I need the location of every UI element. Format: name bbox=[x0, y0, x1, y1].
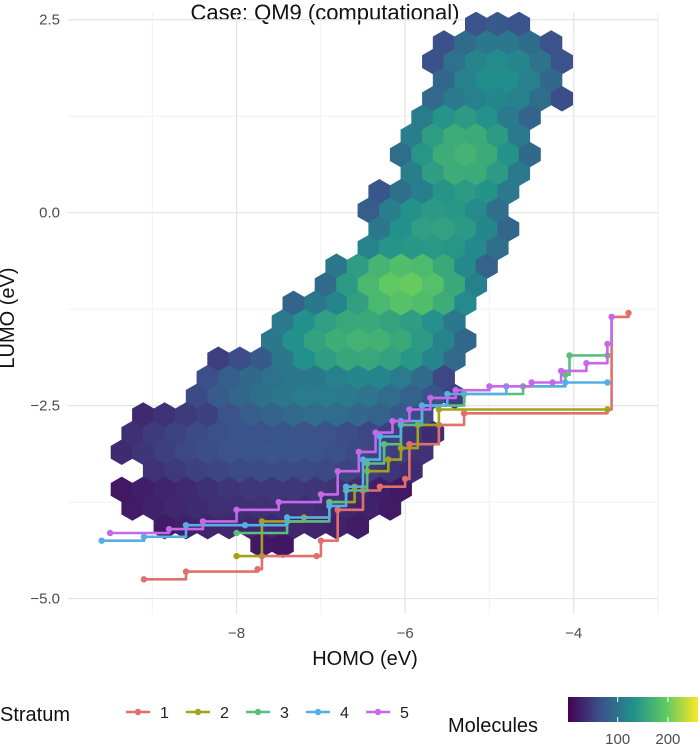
series-point-4 bbox=[562, 379, 569, 386]
series-point-5 bbox=[608, 313, 615, 321]
hex-bin bbox=[346, 513, 370, 540]
series-point-4 bbox=[342, 483, 350, 490]
series-point-4 bbox=[98, 537, 105, 544]
series-point-5 bbox=[583, 360, 590, 367]
colorbar bbox=[568, 697, 698, 722]
series-point-1 bbox=[406, 441, 413, 448]
y-axis-ticks: 2.5 0.0 −2.5 −5.0 bbox=[30, 12, 60, 608]
hexbin-layer bbox=[110, 12, 574, 558]
series-point-5 bbox=[486, 383, 493, 390]
y-axis-title: LUMO (eV) bbox=[0, 267, 19, 368]
series-point-5 bbox=[233, 506, 240, 513]
series-point-5 bbox=[427, 394, 434, 402]
series-point-1 bbox=[401, 475, 409, 483]
legend-label-2: 2 bbox=[220, 705, 229, 722]
series-point-4 bbox=[182, 522, 190, 529]
series-point-5 bbox=[165, 525, 173, 533]
hex-bin bbox=[550, 86, 574, 112]
series-point-1 bbox=[182, 568, 190, 575]
colorbar-ticks: 100 200 bbox=[605, 697, 680, 748]
legend-label-5: 5 bbox=[400, 705, 409, 722]
series-point-5 bbox=[604, 340, 611, 348]
series-point-5 bbox=[406, 406, 413, 413]
series-point-4 bbox=[241, 522, 249, 529]
series-point-3 bbox=[380, 441, 388, 448]
series-point-2 bbox=[435, 406, 443, 413]
series-point-5 bbox=[549, 379, 556, 386]
series-point-5 bbox=[528, 379, 535, 386]
series-point-1 bbox=[376, 483, 384, 490]
legend-key-dot-3 bbox=[254, 708, 262, 716]
series-point-4 bbox=[140, 533, 148, 540]
legend-key-dot-2 bbox=[194, 708, 202, 716]
series-point-5 bbox=[355, 448, 362, 456]
legend-label-1: 1 bbox=[160, 705, 169, 722]
y-tick-label: 2.5 bbox=[39, 12, 60, 29]
legend-label-4: 4 bbox=[340, 705, 349, 722]
x-tick-label: −6 bbox=[397, 625, 414, 642]
series-point-5 bbox=[199, 518, 207, 525]
x-axis-ticks: −8 −6 −4 bbox=[228, 625, 582, 642]
series-point-2 bbox=[385, 456, 392, 463]
series-point-5 bbox=[372, 429, 379, 436]
series-point-1 bbox=[140, 576, 148, 583]
series-point-4 bbox=[326, 502, 333, 510]
colorbar-tick-label: 200 bbox=[655, 731, 680, 748]
series-point-5 bbox=[106, 529, 114, 537]
legend-label-3: 3 bbox=[280, 705, 289, 722]
series-point-4 bbox=[604, 379, 611, 386]
x-axis-title: HOMO (eV) bbox=[312, 648, 418, 670]
series-point-3 bbox=[562, 371, 569, 378]
x-tick-label: −8 bbox=[228, 625, 245, 642]
series-point-5 bbox=[452, 387, 459, 394]
legend-key-dot-4 bbox=[314, 708, 322, 716]
hex-bin bbox=[379, 495, 402, 521]
series-point-3 bbox=[364, 460, 371, 467]
series-point-3 bbox=[566, 352, 573, 359]
y-tick-label: −5.0 bbox=[30, 591, 60, 608]
y-tick-label: −2.5 bbox=[30, 398, 60, 415]
colorbar-title: Molecules bbox=[448, 715, 538, 737]
series-point-4 bbox=[444, 390, 451, 398]
series-point-1 bbox=[313, 552, 320, 560]
series-point-2 bbox=[397, 444, 405, 452]
series-point-2 bbox=[258, 518, 266, 525]
legend-key-dot-1 bbox=[134, 708, 142, 716]
series-point-4 bbox=[418, 402, 426, 409]
series-point-1 bbox=[254, 566, 261, 573]
series-point-1 bbox=[334, 506, 341, 513]
series-layer bbox=[98, 309, 632, 583]
series-point-5 bbox=[389, 417, 396, 425]
series-point-4 bbox=[376, 433, 384, 440]
series-point-1 bbox=[625, 309, 632, 317]
y-tick-label: 0.0 bbox=[39, 205, 60, 222]
series-point-5 bbox=[557, 367, 565, 375]
series-point-2 bbox=[233, 552, 240, 560]
series-point-1 bbox=[460, 410, 468, 417]
legend-key-dot-5 bbox=[374, 708, 382, 716]
series-point-1 bbox=[317, 537, 325, 544]
series-point-4 bbox=[283, 514, 291, 521]
x-tick-label: −4 bbox=[565, 625, 582, 642]
series-point-3 bbox=[233, 529, 240, 537]
chart-title: Case: QM9 (computational) bbox=[191, 0, 460, 25]
legend: 1 2 3 4 5 bbox=[126, 705, 409, 722]
series-point-5 bbox=[317, 491, 325, 498]
series-point-5 bbox=[334, 468, 341, 475]
colorbar-tick-label: 100 bbox=[605, 731, 630, 748]
series-point-5 bbox=[275, 498, 282, 506]
series-point-2 bbox=[604, 406, 611, 413]
series-point-4 bbox=[359, 456, 367, 463]
legend-title: Stratum bbox=[0, 704, 70, 726]
